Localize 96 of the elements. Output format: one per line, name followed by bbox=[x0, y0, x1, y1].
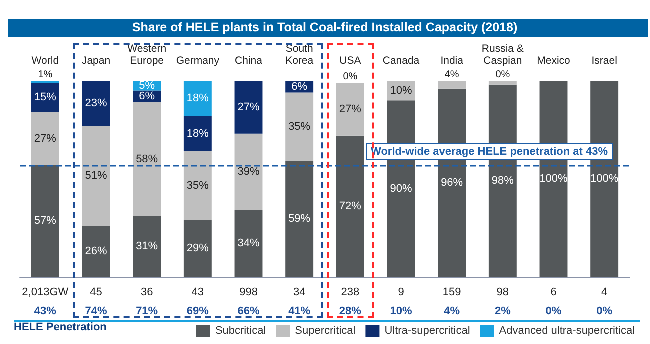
text: 36 bbox=[140, 286, 154, 298]
data-label: 29% bbox=[186, 242, 210, 255]
text: 45 bbox=[90, 286, 102, 298]
data-label: 27% bbox=[339, 103, 362, 116]
text: 998 bbox=[240, 286, 258, 298]
x-tick-label: Germany bbox=[176, 55, 220, 67]
data-label: 18% bbox=[186, 92, 210, 105]
data-label: 100% bbox=[590, 173, 619, 185]
bar bbox=[82, 81, 110, 126]
x-tick-label: Canada bbox=[382, 55, 420, 67]
x-tick-label: South Korea bbox=[286, 43, 314, 67]
text: 0% bbox=[546, 306, 562, 318]
x-tick-label: Japan bbox=[82, 55, 111, 67]
x-tick-label: Russia & Caspian bbox=[482, 43, 524, 67]
text: 2,013GW bbox=[22, 286, 70, 298]
data-label: 39% bbox=[238, 166, 260, 178]
x-tick-label: India bbox=[440, 55, 464, 67]
bar bbox=[286, 161, 314, 277]
data-label: 26% bbox=[85, 246, 108, 258]
data-label: 57% bbox=[34, 215, 57, 228]
data-label: 35% bbox=[288, 121, 311, 134]
data-label: 27% bbox=[34, 132, 57, 145]
data-label: 4% bbox=[444, 70, 460, 80]
bar bbox=[184, 81, 212, 116]
text: 10% bbox=[390, 306, 412, 318]
data-label: 10% bbox=[390, 84, 412, 97]
data-label: 98% bbox=[492, 174, 514, 187]
text: 2% bbox=[494, 306, 512, 318]
x-tick-label: Israel bbox=[592, 55, 618, 67]
data-label: 6% bbox=[292, 80, 308, 93]
bar bbox=[488, 81, 517, 85]
text: 4 bbox=[602, 286, 608, 298]
data-label: 51% bbox=[85, 170, 108, 182]
bar bbox=[82, 226, 110, 277]
data-label: 27% bbox=[238, 101, 260, 114]
ref-line-label: World-wide average HELE penetration at 43% bbox=[371, 146, 608, 158]
data-label: 0% bbox=[496, 70, 510, 80]
text: 69% bbox=[186, 306, 210, 318]
text: 71% bbox=[136, 306, 158, 318]
legend-label: Supercritical bbox=[295, 325, 356, 337]
data-label: 100% bbox=[540, 173, 568, 185]
text: HELE Penetration bbox=[14, 322, 108, 334]
bar bbox=[31, 82, 60, 112]
data-label: 59% bbox=[288, 213, 311, 226]
text: 41% bbox=[288, 306, 311, 318]
text: 74% bbox=[85, 306, 108, 318]
legend-label: Subcritical bbox=[215, 325, 266, 337]
text: 66% bbox=[238, 306, 260, 318]
bar bbox=[438, 81, 466, 89]
bar bbox=[184, 116, 212, 152]
text: 28% bbox=[339, 306, 362, 318]
text: 98 bbox=[496, 286, 510, 298]
data-label: 1% bbox=[38, 70, 53, 80]
bar bbox=[31, 112, 60, 166]
bar bbox=[234, 134, 263, 210]
data-label: 72% bbox=[339, 200, 362, 212]
chart-title: Share of HELE plants in Total Coal-fired Installed Capacity (2018) bbox=[132, 20, 518, 34]
text: 43 bbox=[192, 286, 204, 298]
bar bbox=[234, 81, 263, 134]
bar bbox=[234, 210, 263, 277]
x-tick-label: Western Europe bbox=[128, 43, 167, 67]
bar bbox=[286, 92, 314, 162]
data-label: 90% bbox=[390, 182, 412, 195]
bar bbox=[82, 126, 110, 226]
text: 9 bbox=[398, 286, 404, 298]
text: 6 bbox=[550, 286, 557, 298]
data-label: 31% bbox=[136, 240, 158, 253]
data-label: 5% bbox=[139, 80, 156, 92]
bar bbox=[336, 82, 364, 136]
x-tick-label: USA bbox=[340, 55, 362, 67]
text: 4% bbox=[444, 306, 460, 318]
legend-label: Ultra-supercritical bbox=[384, 325, 470, 337]
text: 43% bbox=[34, 306, 57, 318]
legend-label: Advanced ultra-supercritical bbox=[499, 325, 636, 337]
data-label: 18% bbox=[186, 128, 210, 140]
bar bbox=[133, 216, 162, 277]
bar bbox=[336, 136, 364, 277]
bar bbox=[184, 220, 212, 277]
data-label: 6% bbox=[139, 90, 156, 103]
text: 34 bbox=[293, 286, 306, 298]
x-tick-label: Mexico bbox=[537, 55, 571, 67]
text: 159 bbox=[442, 286, 462, 298]
x-tick-label: China bbox=[235, 55, 263, 67]
bar bbox=[133, 102, 162, 216]
data-label: 35% bbox=[186, 180, 210, 192]
data-label: 23% bbox=[85, 98, 108, 110]
x-tick-label: World bbox=[32, 55, 60, 67]
data-label: 58% bbox=[136, 153, 158, 166]
bar bbox=[184, 152, 212, 220]
data-label: 0% bbox=[343, 71, 358, 82]
bar bbox=[31, 165, 60, 277]
text: 0% bbox=[596, 306, 613, 318]
text: 238 bbox=[341, 286, 360, 298]
data-label: 34% bbox=[238, 238, 260, 250]
data-label: 15% bbox=[34, 92, 57, 104]
data-label: 96% bbox=[441, 176, 464, 189]
